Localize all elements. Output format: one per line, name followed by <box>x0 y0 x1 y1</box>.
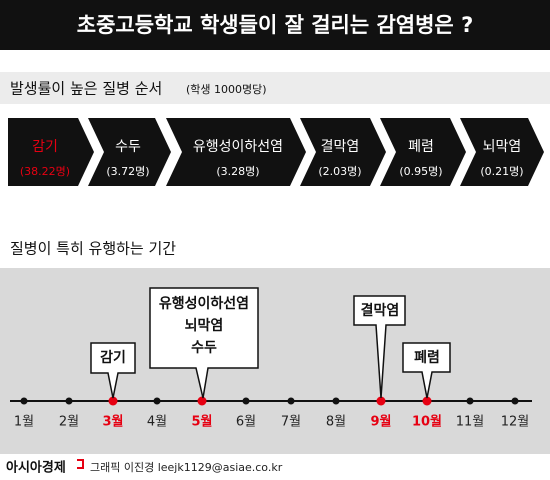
month-dot <box>108 396 118 406</box>
disease-label: 뇌막염 <box>483 139 522 155</box>
section-title: 발생률이 높은 질병 순서 <box>10 80 162 98</box>
arrow <box>88 118 171 186</box>
arrow <box>380 118 466 186</box>
arrow <box>8 118 94 186</box>
brand-icon <box>77 459 84 469</box>
month-label: 4월 <box>147 415 167 430</box>
month-dot <box>287 397 295 405</box>
credit: 그래픽 이진경 leejk1129@asiae.co.kr <box>90 461 283 474</box>
disease-rate: (38.22명) <box>20 165 70 178</box>
callout-box <box>90 342 136 399</box>
section-title: 질병이 특히 유행하는 기간 <box>10 240 176 258</box>
month-dots <box>20 396 519 406</box>
callout-text: 폐렴 <box>414 350 440 366</box>
month-dot <box>153 397 161 405</box>
brand: 아시아경제 <box>6 460 66 476</box>
month-label: 1월 <box>14 415 34 430</box>
month-label: 2월 <box>59 415 79 430</box>
disease-label: 수두 <box>115 139 141 155</box>
disease-label: 폐렴 <box>408 139 434 155</box>
disease-rate: (2.03명) <box>318 165 361 178</box>
disease-rate: (3.72명) <box>106 165 149 178</box>
callout-box <box>353 295 406 399</box>
month-dot <box>20 397 28 405</box>
month-label: 3월 <box>102 414 123 430</box>
month-label: 7월 <box>281 415 301 430</box>
month-label: 6월 <box>236 415 256 430</box>
disease-rate: (0.21명) <box>480 165 523 178</box>
month-label: 12월 <box>501 415 530 430</box>
disease-label: 감기 <box>32 139 58 155</box>
callout-text: 유행성이하선염 <box>159 295 249 312</box>
callout-text: 감기 <box>100 349 126 366</box>
month-dot <box>332 397 340 405</box>
section-band <box>0 72 550 104</box>
title-bar <box>0 0 550 50</box>
month-dot <box>376 396 386 406</box>
month-dot <box>466 397 474 405</box>
disease-rate: (3.28명) <box>216 165 259 178</box>
disease-label: 결막염 <box>321 139 360 155</box>
month-dot <box>65 397 73 405</box>
callout-box <box>402 342 451 399</box>
month-dot <box>511 397 519 405</box>
month-dot <box>422 396 432 406</box>
month-dot <box>197 396 207 406</box>
month-label: 8월 <box>326 415 346 430</box>
callout-box <box>149 287 259 399</box>
disease-rate: (0.95명) <box>399 165 442 178</box>
callout-text: 뇌막염 <box>185 317 224 334</box>
arrow <box>166 118 306 186</box>
month-label: 10월 <box>412 414 442 430</box>
month-dot <box>242 397 250 405</box>
month-label: 5월 <box>191 414 212 430</box>
title: 초중고등학교 학생들이 잘 걸리는 감염병은 ? <box>77 13 474 37</box>
callout-text: 결막염 <box>361 302 400 319</box>
month-label: 11월 <box>456 415 485 430</box>
arrow <box>300 118 386 186</box>
section-note: (학생 1000명당) <box>186 83 267 96</box>
arrow <box>460 118 544 186</box>
callout-text: 수두 <box>191 340 217 356</box>
month-label: 9월 <box>370 414 391 430</box>
disease-label: 유행성이하선염 <box>193 139 283 155</box>
